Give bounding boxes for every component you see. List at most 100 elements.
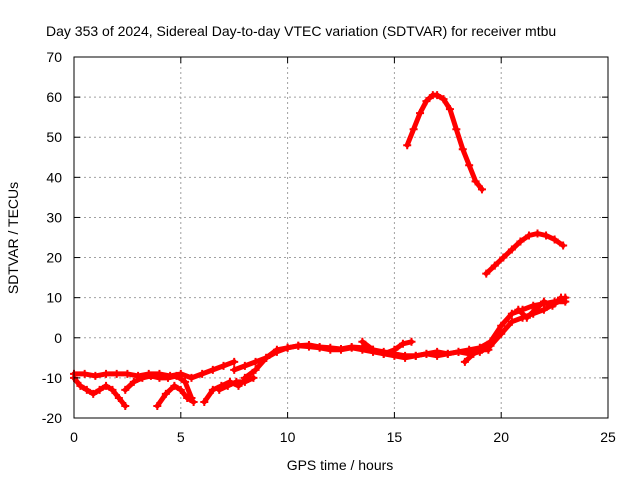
tick-labels: 0 5 10 15 20 25 -20 -10 0 10 20 30 40 50 60 70 xyxy=(42,49,616,445)
data-point xyxy=(129,377,138,386)
data-point xyxy=(471,177,480,186)
data-point xyxy=(89,389,98,398)
data-point xyxy=(223,381,232,390)
data-point xyxy=(272,347,281,356)
data-point xyxy=(507,245,516,254)
data-point xyxy=(337,345,345,354)
data-point xyxy=(183,393,192,402)
data-point xyxy=(200,397,209,406)
data-point xyxy=(484,345,493,354)
data-point xyxy=(102,369,111,378)
data-point xyxy=(445,105,454,114)
data-point xyxy=(403,141,412,150)
data-point xyxy=(262,353,271,362)
data-point xyxy=(112,369,121,378)
x-tick-label: 5 xyxy=(177,429,185,445)
series-arc-9 xyxy=(358,337,416,358)
data-point xyxy=(454,347,463,356)
data-point xyxy=(283,343,292,352)
data-point xyxy=(514,305,523,314)
y-tick-label: 60 xyxy=(46,89,62,105)
series-line xyxy=(71,359,237,381)
data-point xyxy=(80,369,89,378)
series-arc-3 xyxy=(121,371,196,402)
data-point xyxy=(542,231,551,240)
data-point xyxy=(347,343,356,352)
data-point xyxy=(304,342,313,351)
series-arc-1 xyxy=(70,373,130,410)
y-tick-label: 30 xyxy=(46,209,62,225)
data-point xyxy=(121,401,130,410)
data-point xyxy=(416,109,425,118)
data-point xyxy=(358,345,367,354)
series-arc-10 xyxy=(460,345,493,366)
data-point xyxy=(123,369,132,378)
data-point xyxy=(230,357,239,366)
y-tick-label: 10 xyxy=(46,290,62,306)
data-point xyxy=(458,145,467,154)
data-point xyxy=(522,313,531,322)
data-point xyxy=(443,349,452,358)
series-line xyxy=(201,375,250,405)
data-point xyxy=(251,365,260,374)
data-point xyxy=(499,253,508,262)
data-point xyxy=(108,385,117,394)
y-tick-label: 20 xyxy=(46,250,62,266)
series-arc-4 xyxy=(153,381,198,410)
data-point xyxy=(189,397,198,406)
data-point xyxy=(114,393,123,402)
data-point xyxy=(557,293,566,302)
data-point xyxy=(477,185,486,194)
x-tick-label: 15 xyxy=(387,429,403,445)
data-point xyxy=(146,371,155,380)
ticks xyxy=(73,56,609,419)
x-tick-label: 0 xyxy=(70,429,78,445)
data-point xyxy=(422,97,431,106)
series-arc-13 xyxy=(482,229,568,278)
data-point xyxy=(163,373,172,382)
series-line xyxy=(231,299,568,373)
x-tick-label: 20 xyxy=(493,429,509,445)
data-point xyxy=(181,377,190,386)
data-point xyxy=(401,353,410,362)
data-point xyxy=(482,269,491,278)
data-point xyxy=(215,385,224,394)
data-point xyxy=(531,305,540,314)
data-point xyxy=(465,161,474,170)
data-point xyxy=(251,357,260,366)
data-point xyxy=(460,357,469,366)
series-arc-11 xyxy=(514,293,566,322)
y-tick-label: -10 xyxy=(42,370,62,386)
data-point xyxy=(76,381,85,390)
data-point xyxy=(379,349,388,358)
data-point xyxy=(153,401,162,410)
data-point xyxy=(230,365,239,374)
data-point xyxy=(507,317,516,326)
data-point xyxy=(398,339,407,348)
data-point xyxy=(91,371,100,380)
data-point xyxy=(198,369,207,378)
data-point xyxy=(516,237,525,246)
data-point xyxy=(390,345,399,354)
data-point xyxy=(240,361,249,370)
series-arc-8 xyxy=(240,293,570,382)
data-point xyxy=(548,301,557,310)
data-point xyxy=(249,373,258,382)
data-point xyxy=(208,365,217,374)
y-tick-label: 40 xyxy=(46,169,62,185)
data-point xyxy=(326,345,335,354)
data-point xyxy=(539,297,548,306)
data-point xyxy=(219,361,228,370)
data-point xyxy=(102,381,111,390)
y-tick-label: 70 xyxy=(46,49,62,65)
data-point xyxy=(490,261,499,270)
data-point xyxy=(533,229,542,238)
y-axis-label: SDTVAR / TECUs xyxy=(5,182,21,294)
data-point xyxy=(433,351,442,360)
data-point xyxy=(232,377,241,386)
data-point xyxy=(95,385,104,394)
data-point xyxy=(358,337,367,346)
data-point xyxy=(433,91,442,100)
y-tick-label: -20 xyxy=(42,410,62,426)
